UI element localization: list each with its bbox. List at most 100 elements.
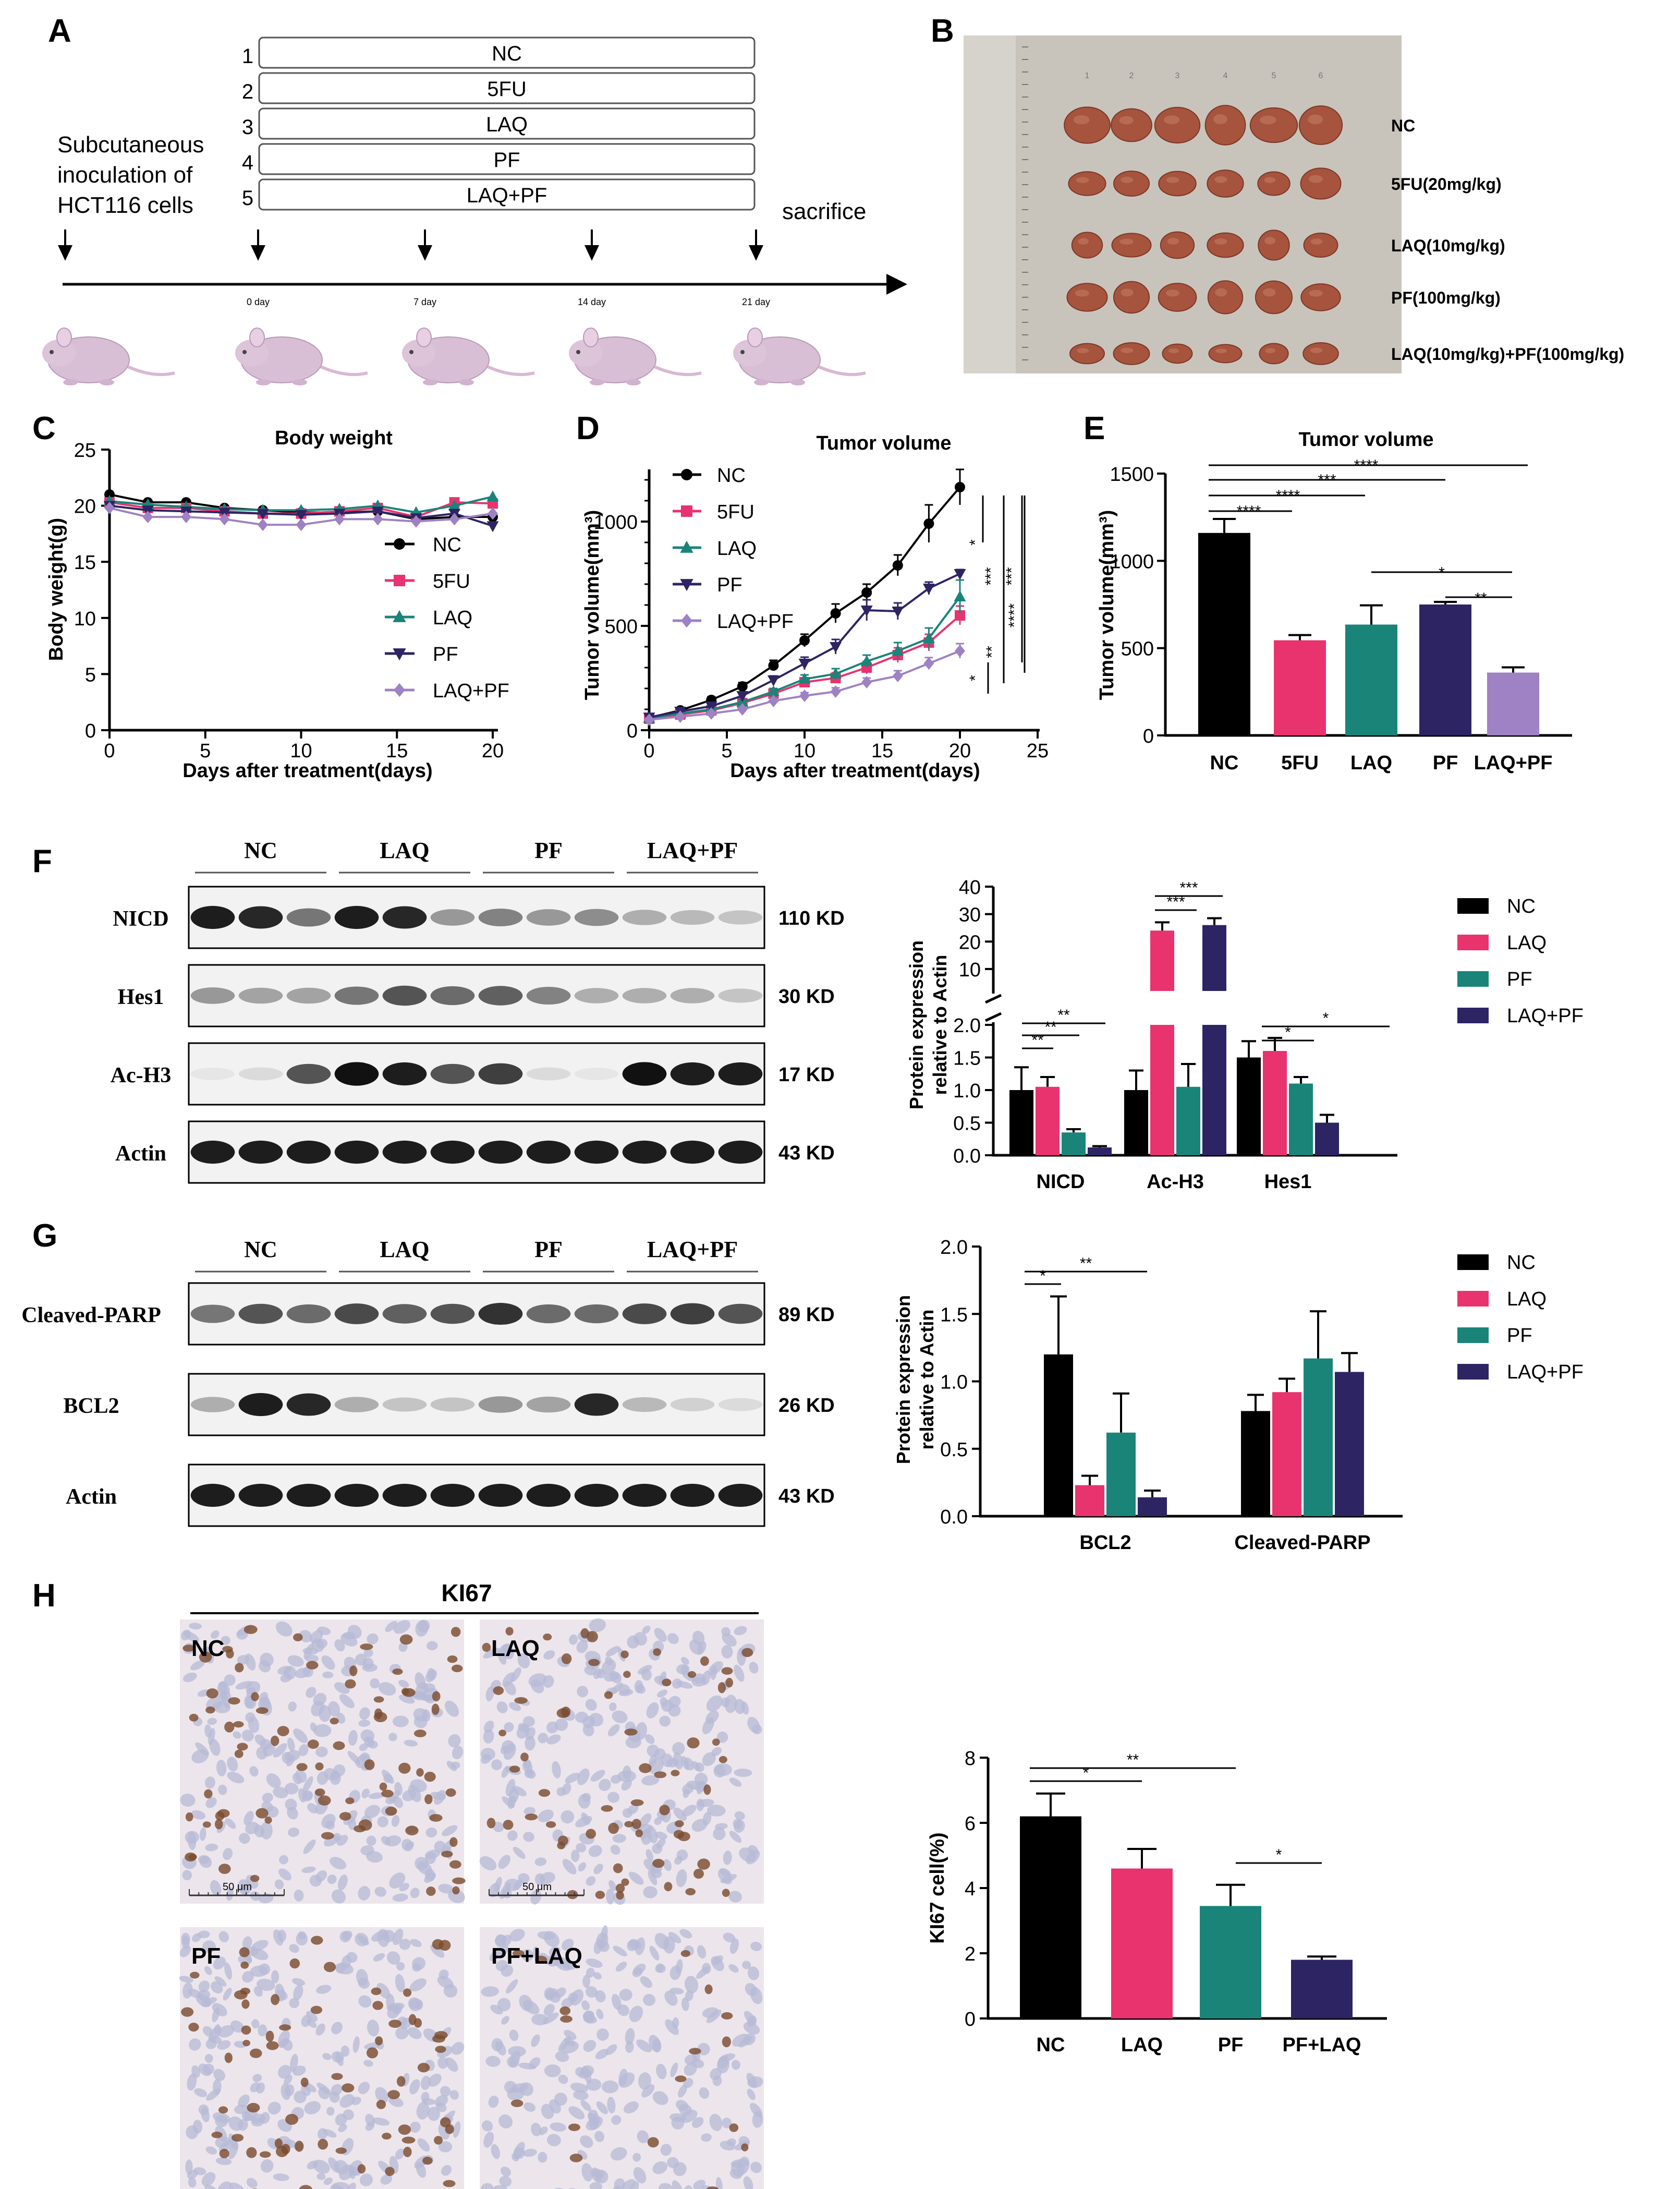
ihc-nucleus — [605, 1646, 620, 1657]
blot-band — [430, 1140, 475, 1164]
ihc-nucleus — [605, 2044, 617, 2055]
ihc-nucleus — [652, 1843, 663, 1854]
ihc-nucleus — [670, 2062, 678, 2077]
ihc-nucleus — [596, 2028, 609, 2041]
ihc-nucleus — [649, 2035, 662, 2053]
tumor-highlight — [1309, 289, 1323, 297]
ihc-nucleus — [416, 2101, 430, 2120]
ihc-nucleus — [315, 1870, 327, 1882]
ihc-nucleus — [621, 1779, 632, 1791]
ihc-nucleus — [271, 1970, 279, 1984]
ihc-positive-nucleus — [188, 2023, 199, 2032]
ihc-positive-nucleus — [211, 2131, 223, 2138]
ihc-positive-nucleus — [188, 1854, 197, 1860]
chart-title: Tumor volume — [817, 432, 952, 454]
ihc-positive-nucleus — [217, 1809, 230, 1818]
ihc-nucleus — [218, 1784, 227, 1795]
ihc-nucleus — [202, 1940, 216, 1953]
ihc-nucleus — [328, 1701, 340, 1717]
y-tick-label: 20 — [959, 932, 981, 953]
bar-NC — [1198, 533, 1250, 735]
ihc-nucleus — [676, 1664, 690, 1675]
ihc-nucleus — [491, 2144, 501, 2159]
ihc-nucleus — [596, 2009, 604, 2019]
ihc-positive-nucleus — [271, 1994, 280, 2005]
ihc-nucleus — [628, 1871, 644, 1885]
ihc-positive-nucleus — [382, 2133, 392, 2140]
ihc-positive-nucleus — [631, 1819, 641, 1829]
ihc-nucleus — [386, 2002, 405, 2011]
ihc-nucleus — [227, 1757, 238, 1772]
ihc-nucleus — [610, 1845, 620, 1855]
ihc-nucleus — [581, 1793, 591, 1802]
ihc-nucleus — [713, 1827, 726, 1841]
tumor-sample — [1158, 171, 1197, 197]
ihc-nucleus — [217, 2040, 231, 2050]
y-axis-label: Protein expression — [906, 940, 927, 1109]
ihc-nucleus — [632, 1967, 643, 1977]
data-point — [104, 501, 115, 514]
group-number: 1 — [242, 45, 253, 68]
ihc-nucleus — [581, 2163, 593, 2182]
y-axis-label: Tumor volume(mm³) — [1096, 510, 1118, 700]
ihc-nucleus — [378, 1682, 396, 1696]
ihc-positive-nucleus — [255, 1707, 269, 1714]
ihc-positive-nucleus — [512, 1950, 525, 1957]
ihc-nucleus — [284, 1783, 299, 1795]
ihc-nucleus — [402, 1789, 416, 1801]
blot-band — [718, 1303, 763, 1324]
ihc-positive-nucleus — [318, 1795, 331, 1806]
ihc-nucleus — [636, 2039, 652, 2052]
x-tick-label: 0 — [104, 740, 115, 762]
ihc-nucleus — [646, 1849, 654, 1862]
blot-band — [382, 1304, 427, 1324]
blot-kd-label: 17 KD — [778, 1064, 835, 1086]
blot-band — [430, 986, 475, 1006]
blot-band — [670, 910, 715, 925]
blot-band — [238, 906, 283, 929]
ihc-nucleus — [273, 1929, 284, 1946]
ihc-positive-nucleus — [435, 2046, 446, 2053]
ihc-nucleus — [337, 1874, 348, 1891]
ihc-nucleus — [607, 1724, 620, 1737]
chart-d-tumor-volume: 0 500 1000 0 5 10 15 20 25 Tumor volume Days after… — [581, 432, 1049, 782]
ihc-nucleus — [565, 1772, 580, 1784]
bar — [1335, 1372, 1364, 1516]
ihc-nucleus — [444, 1700, 459, 1717]
ihc-nucleus — [293, 1985, 303, 2001]
ihc-nucleus — [287, 1827, 300, 1837]
ihc-nucleus — [656, 1689, 668, 1698]
ihc-nucleus — [316, 1771, 328, 1785]
ihc-positive-nucleus — [331, 2073, 343, 2080]
ihc-nucleus — [453, 2121, 461, 2138]
ihc-nucleus — [209, 1738, 221, 1756]
ihc-nucleus — [291, 1978, 306, 1986]
data-point — [767, 685, 780, 696]
ihc-nucleus — [213, 2078, 222, 2095]
tumor-row-label: 5FU(20mg/kg) — [1391, 175, 1502, 193]
blot-band — [190, 1068, 235, 1080]
blot-band — [478, 1140, 523, 1164]
blot-band — [670, 988, 715, 1003]
ihc-nucleus — [578, 1862, 587, 1872]
ihc-positive-nucleus — [251, 1692, 259, 1701]
ihc-nucleus — [287, 1655, 304, 1667]
ihc-nucleus — [396, 1962, 405, 1971]
group-number: 3 — [242, 116, 253, 139]
ihc-nucleus — [492, 1821, 504, 1832]
ihc-nucleus — [623, 2101, 639, 2114]
data-point — [892, 607, 904, 618]
mouse-ear — [249, 328, 265, 347]
ihc-nucleus — [747, 1716, 760, 1733]
blot-band — [574, 1140, 619, 1164]
ihc-positive-nucleus — [333, 1741, 345, 1750]
blot-band — [430, 1483, 475, 1507]
mouse-tail — [320, 365, 368, 377]
ihc-nucleus — [417, 2138, 430, 2152]
ihc-nucleus — [686, 1781, 701, 1790]
tumor-sample — [1298, 105, 1343, 145]
ihc-nucleus — [654, 1831, 667, 1840]
legend-swatch — [1457, 1327, 1489, 1343]
ihc-nucleus — [422, 2098, 436, 2105]
ihc-positive-nucleus — [219, 2148, 229, 2159]
